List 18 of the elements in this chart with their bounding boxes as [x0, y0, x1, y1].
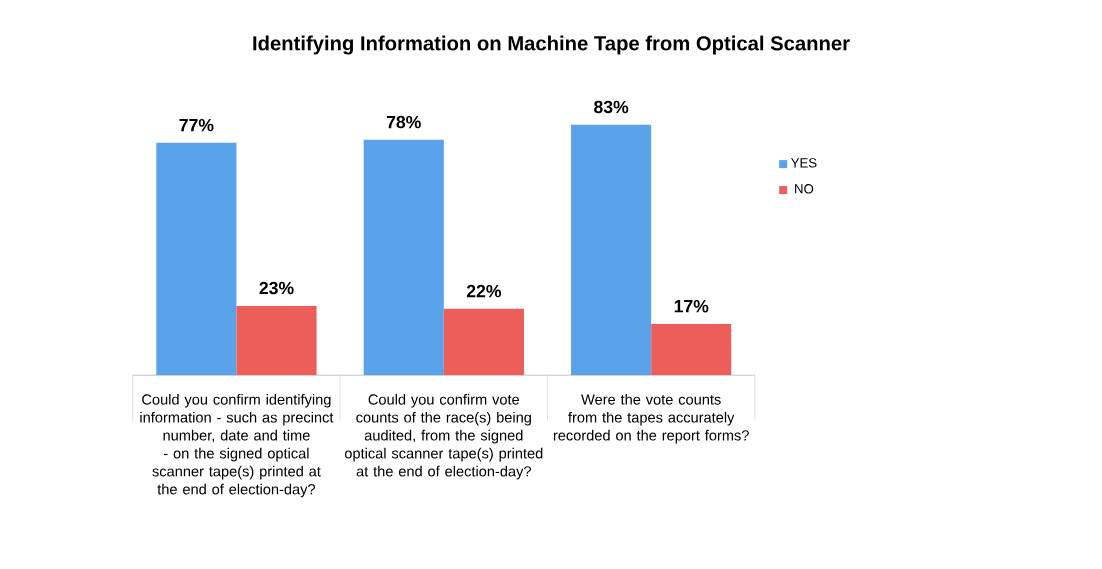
x-tick-label: Could you confirm identifying information - such as precinct number, date and time - on the signed optical scanner tape(s) printed at the end of election-day? — [140, 393, 334, 498]
chart-title: Identifying Information on Machine Tape from Optical Scanner — [253, 35, 850, 55]
data-label: 83% — [594, 100, 629, 114]
data-label: 23% — [259, 281, 294, 295]
bar — [571, 124, 652, 376]
data-label: 78% — [386, 115, 421, 129]
x-tick-label: Were the vote counts from the tapes accurately recorded on the report forms? — [553, 393, 749, 444]
bar — [236, 305, 317, 376]
data-label: 22% — [466, 284, 502, 298]
data-label: 77% — [179, 118, 214, 132]
bar — [443, 308, 524, 376]
bar — [651, 323, 732, 376]
data-label: 17% — [674, 299, 709, 313]
bar — [156, 142, 237, 376]
x-tick-label: Could you confirm vote counts of the race(s) being audited, from the signed optical scanner tape(s) printed at the end of election-day? — [344, 393, 543, 480]
legend-label: YES — [791, 158, 817, 168]
legend-label: NO — [795, 184, 814, 194]
bar — [363, 139, 444, 376]
